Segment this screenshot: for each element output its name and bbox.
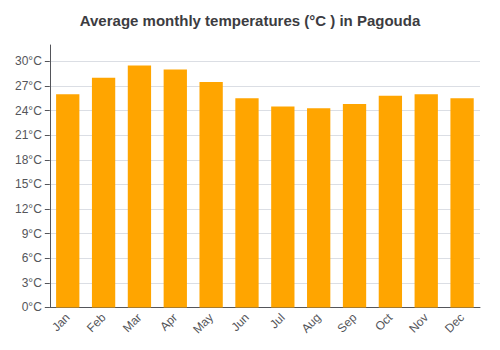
svg-text:15°C: 15°C <box>15 177 42 191</box>
svg-text:Oct: Oct <box>372 310 396 334</box>
svg-text:Dec: Dec <box>442 311 467 336</box>
svg-text:Average monthly temperatures (: Average monthly temperatures (°C ) in Pa… <box>80 12 421 29</box>
svg-text:Aug: Aug <box>299 311 324 336</box>
svg-text:Jun: Jun <box>228 311 252 335</box>
svg-text:18°C: 18°C <box>15 153 42 167</box>
svg-text:May: May <box>190 311 216 337</box>
svg-text:9°C: 9°C <box>22 227 42 241</box>
svg-text:Apr: Apr <box>157 311 180 334</box>
svg-text:6°C: 6°C <box>22 251 42 265</box>
svg-text:Nov: Nov <box>406 311 431 336</box>
svg-text:3°C: 3°C <box>22 276 42 290</box>
svg-text:0°C: 0°C <box>22 300 42 314</box>
svg-text:30°C: 30°C <box>15 54 42 68</box>
svg-text:21°C: 21°C <box>15 128 42 142</box>
svg-text:Feb: Feb <box>84 310 109 335</box>
svg-text:Jul: Jul <box>267 311 288 332</box>
svg-text:Jan: Jan <box>49 311 73 335</box>
svg-text:Sep: Sep <box>334 310 359 335</box>
svg-text:Mar: Mar <box>120 311 145 335</box>
svg-text:24°C: 24°C <box>15 104 42 118</box>
svg-text:12°C: 12°C <box>15 202 42 216</box>
svg-text:27°C: 27°C <box>15 79 42 93</box>
